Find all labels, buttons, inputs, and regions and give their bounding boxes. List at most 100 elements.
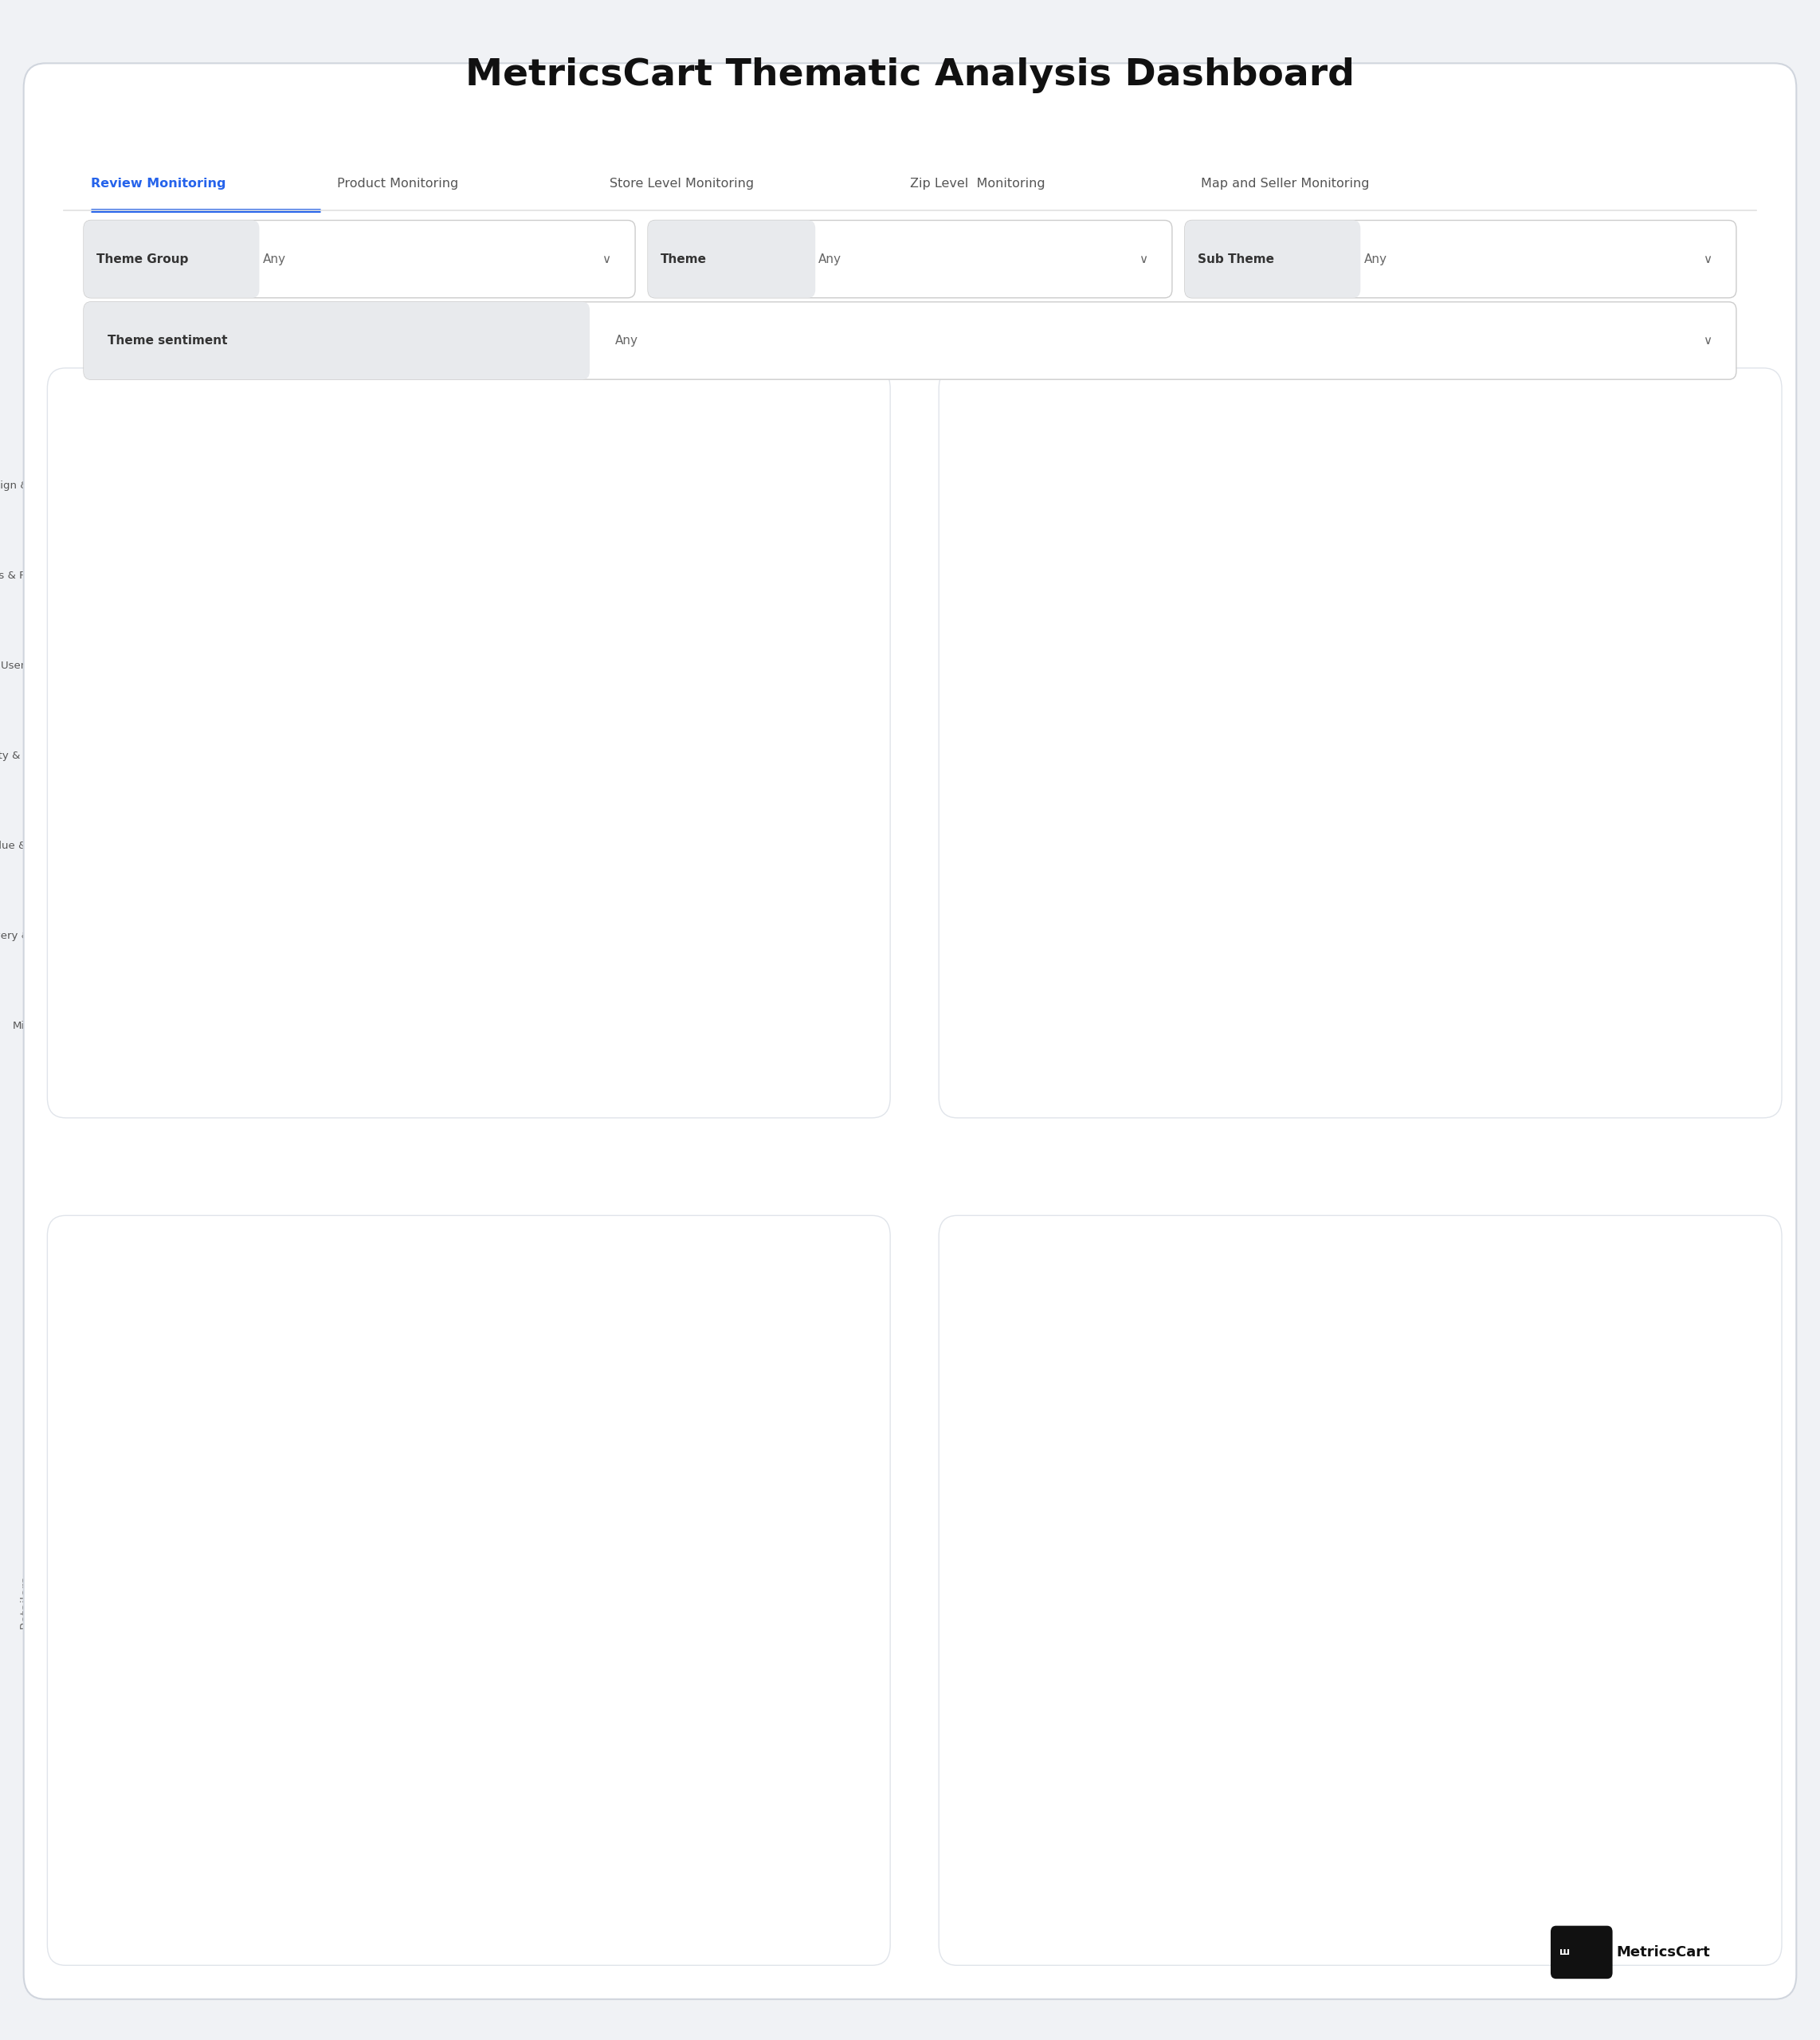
Bar (1159, 908, 1365, 961)
Bar (1643, 639, 1727, 690)
Bar (1028, 1575, 1039, 1628)
Text: Review Monitoring: Review Monitoring (91, 177, 226, 190)
Text: Map and Seller Monitoring: Map and Seller Monitoring (1201, 177, 1370, 190)
Bar (155, 998, 175, 1051)
Y-axis label: Retailers: Retailers (20, 1575, 31, 1628)
Bar (348, 1765, 382, 1897)
Bar (1114, 1395, 1163, 1448)
Bar (1099, 1395, 1114, 1448)
Bar (741, 459, 755, 510)
Bar (91, 639, 288, 690)
Text: ш: ш (1560, 1946, 1571, 1958)
Text: Any: Any (1363, 253, 1387, 265)
X-axis label: Unique count review ID: Unique count review ID (400, 1950, 537, 1962)
Bar (983, 908, 1134, 961)
Bar (575, 1536, 628, 1669)
Bar (382, 1765, 417, 1897)
Bar (91, 818, 269, 871)
Bar (983, 1306, 1307, 1359)
Bar (278, 818, 291, 871)
Bar (91, 1306, 604, 1438)
Bar (288, 639, 300, 690)
Text: Store Level Monitoring: Store Level Monitoring (610, 177, 753, 190)
Bar (184, 908, 193, 961)
Bar (710, 459, 741, 510)
X-axis label: Sentiment distribution: Sentiment distribution (1294, 1104, 1425, 1116)
Text: 240: 240 (1618, 1736, 1665, 1746)
Bar (983, 1575, 1028, 1628)
Bar (91, 459, 710, 510)
Bar (91, 908, 171, 961)
Bar (1212, 1846, 1310, 1897)
Text: Any: Any (615, 335, 639, 347)
Bar (983, 459, 1511, 510)
Bar (1443, 549, 1465, 600)
Bar (1556, 1485, 1613, 1538)
Bar (1547, 1756, 1616, 1807)
Bar (666, 1306, 763, 1438)
Text: 90: 90 (1243, 708, 1285, 718)
Bar (1511, 1756, 1547, 1807)
Bar (983, 1667, 1028, 1718)
Bar (91, 728, 264, 781)
X-axis label: Sentiment distribution: Sentiment distribution (404, 1104, 535, 1116)
Bar (91, 1765, 348, 1897)
Text: 880: 880 (759, 439, 804, 449)
Bar (983, 639, 1602, 690)
Text: Top Sub-Themes: Top Sub-Themes (983, 1248, 1134, 1263)
Bar (171, 908, 184, 961)
Bar (1527, 1485, 1556, 1538)
Bar (1176, 1846, 1212, 1897)
Bar (300, 639, 322, 690)
Bar (136, 998, 155, 1051)
Bar (91, 549, 302, 600)
Bar (1039, 1667, 1052, 1718)
Text: ∨: ∨ (1704, 253, 1711, 265)
Text: Top Themes: Top Themes (91, 400, 202, 416)
Bar (1527, 818, 1556, 871)
Bar (1552, 459, 1572, 510)
Bar (1602, 639, 1643, 690)
Bar (1330, 1306, 1356, 1359)
Bar (983, 1846, 1176, 1897)
Bar (983, 1756, 1511, 1807)
Bar (1307, 1306, 1330, 1359)
Bar (983, 1485, 1527, 1538)
Y-axis label: Top themes: Top themes (868, 1567, 881, 1636)
Bar (983, 728, 1172, 781)
Text: Sub Theme: Sub Theme (1198, 253, 1274, 265)
Bar (1103, 998, 1132, 1051)
Bar (1039, 1575, 1061, 1628)
Text: Top  5 Values of Top Retailers: Top 5 Values of Top Retailers (91, 1248, 368, 1263)
Bar (91, 1536, 530, 1669)
Text: MetricsCart: MetricsCart (1616, 1944, 1711, 1960)
Bar (1465, 549, 1529, 600)
Text: Theme: Theme (661, 253, 706, 265)
Bar (983, 998, 1103, 1051)
Text: Zip Level  Monitoring: Zip Level Monitoring (910, 177, 1045, 190)
Text: Any: Any (262, 253, 286, 265)
Text: Theme sentiment: Theme sentiment (107, 335, 228, 347)
Bar (1028, 1667, 1039, 1718)
Text: Product Monitoring: Product Monitoring (337, 177, 459, 190)
Text: ∨: ∨ (1704, 335, 1711, 347)
Text: Top  Sub-Themes: Top Sub-Themes (983, 400, 1139, 416)
Bar (1134, 908, 1159, 961)
Text: MetricsCart Thematic Analysis Dashboard: MetricsCart Thematic Analysis Dashboard (466, 57, 1354, 94)
Bar (269, 818, 278, 871)
Bar (91, 998, 136, 1051)
Bar (983, 818, 1527, 871)
Bar (1172, 728, 1185, 781)
X-axis label: Sentiment distribution: Sentiment distribution (1294, 1950, 1425, 1962)
Bar (1556, 818, 1620, 871)
Bar (302, 549, 329, 600)
Text: Any: Any (819, 253, 841, 265)
Bar (530, 1536, 575, 1669)
Bar (273, 728, 322, 781)
Bar (983, 1395, 1099, 1448)
Bar (983, 549, 1443, 600)
Bar (329, 549, 362, 600)
Text: ∨: ∨ (1139, 253, 1147, 265)
Bar (1132, 998, 1216, 1051)
Bar (1511, 459, 1552, 510)
